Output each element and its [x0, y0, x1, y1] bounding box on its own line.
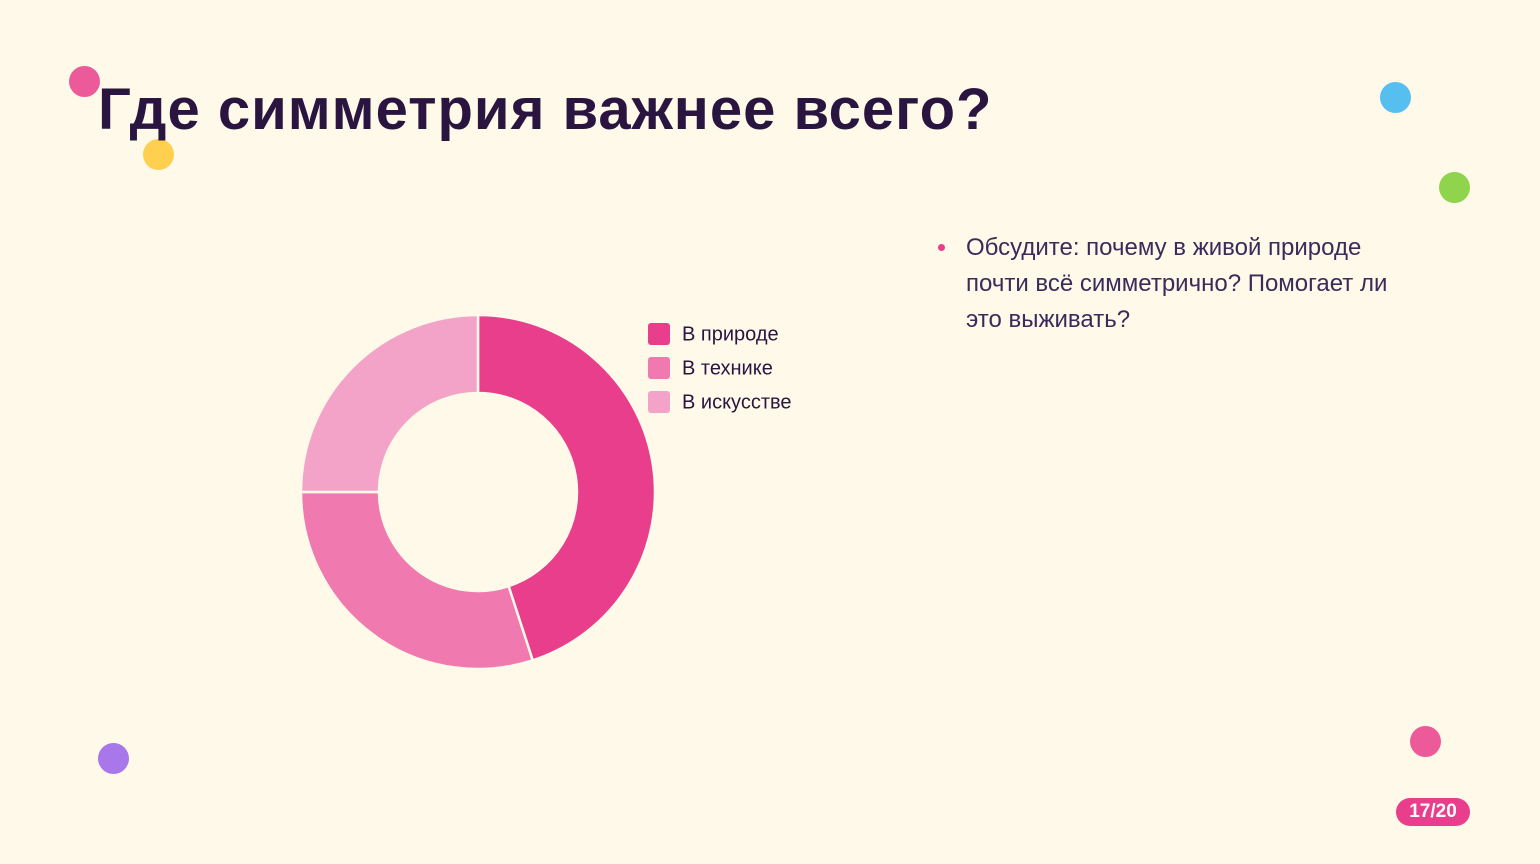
decor-dot	[1439, 172, 1470, 203]
legend-label: В технике	[682, 357, 773, 379]
slide-title: Где симметрия важнее всего?	[98, 77, 993, 142]
legend-label: В природе	[682, 323, 779, 345]
bullet-list: Обсудите: почему в живой природе почти в…	[938, 230, 1421, 338]
decor-dot	[143, 139, 174, 170]
page-number: 17/20	[1396, 798, 1470, 826]
bullet: Обсудите: почему в живой природе почти в…	[938, 230, 1421, 338]
legend-swatch	[648, 357, 670, 379]
pie-slice	[299, 490, 535, 671]
decor-dot	[69, 66, 100, 97]
legend-label: В искусстве	[682, 391, 792, 413]
decor-dot	[1380, 82, 1411, 113]
pie-slice	[299, 313, 480, 494]
legend-swatch	[648, 391, 670, 413]
legend-swatch	[648, 323, 670, 345]
pie-slice	[476, 313, 657, 662]
decor-dot	[98, 743, 129, 774]
decor-dot	[1410, 726, 1441, 757]
